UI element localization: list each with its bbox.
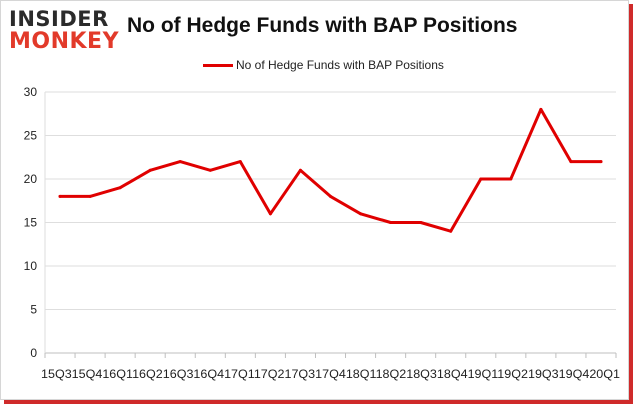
data-point-17Q3 (298, 168, 302, 172)
data-point-15Q4 (88, 194, 92, 198)
line-chart: 0 5 10 15 20 25 30 15Q315Q416Q116Q216Q316Q417Q… (24, 85, 621, 381)
data-point-18Q3 (419, 221, 423, 224)
insider-monkey-logo: INSIDER MONKEY (9, 7, 121, 55)
legend-swatch (203, 63, 233, 67)
data-point-15Q3 (58, 194, 62, 198)
data-point-19Q1 (479, 177, 483, 181)
x-axis: 15Q315Q416Q116Q216Q316Q417Q117Q217Q317Q4… (41, 353, 620, 381)
data-point-18Q4 (449, 229, 453, 233)
series-line-0 (58, 107, 603, 233)
logo-word-monkey: MONKEY (9, 29, 120, 54)
data-point-17Q1 (238, 160, 242, 164)
data-point-19Q2 (509, 177, 513, 181)
data-point-17Q2 (268, 212, 272, 216)
y-tick-label-0: 0 (30, 346, 37, 360)
y-tick-label-30: 30 (24, 85, 38, 99)
data-point-18Q2 (389, 221, 393, 224)
y-tick-label-15: 15 (24, 216, 38, 230)
y-tick-label-10: 10 (24, 259, 38, 273)
data-point-19Q3 (539, 107, 543, 111)
x-tick-labels: 15Q315Q416Q116Q216Q316Q417Q117Q217Q317Q4… (41, 367, 620, 381)
chart-title: No of Hedge Funds with BAP Positions (127, 14, 518, 37)
data-point-16Q1 (118, 186, 122, 190)
data-point-16Q3 (178, 160, 182, 164)
y-tick-label-25: 25 (24, 129, 38, 143)
data-point-18Q1 (359, 212, 363, 216)
y-axis: 0 5 10 15 20 25 30 (24, 85, 38, 360)
gridlines (44, 91, 616, 354)
data-point-17Q4 (329, 194, 332, 198)
legend-label: No of Hedge Funds with BAP Positions (236, 58, 444, 72)
series-layer (58, 107, 603, 233)
y-tick-label-5: 5 (30, 303, 37, 317)
logo-word-insider: INSIDER (9, 7, 109, 31)
data-point-19Q4 (569, 160, 573, 164)
chart-frame: INSIDER MONKEY No of Hedge Funds with BA… (0, 0, 629, 400)
y-tick-label-20: 20 (24, 172, 38, 186)
data-point-16Q4 (208, 168, 212, 172)
data-point-16Q2 (148, 168, 152, 172)
chart-legend: No of Hedge Funds with BAP Positions (203, 57, 444, 73)
data-point-20Q1 (599, 160, 603, 164)
